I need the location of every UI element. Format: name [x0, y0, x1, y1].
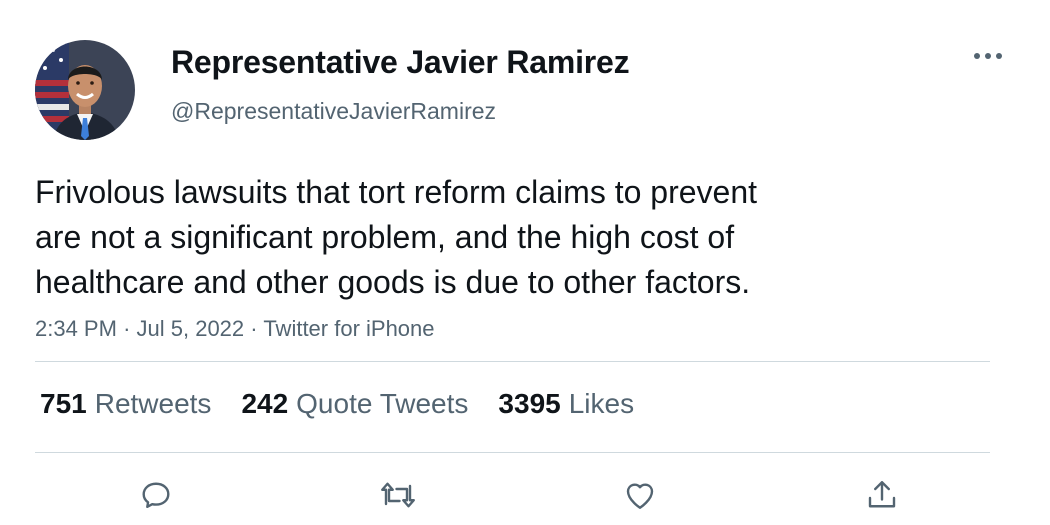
like-button[interactable]: [620, 475, 660, 515]
author-handle[interactable]: @RepresentativeJavierRamirez: [171, 98, 497, 124]
divider: [35, 361, 990, 362]
reply-icon: [142, 482, 170, 509]
retweets-count: 751: [40, 388, 87, 419]
retweets-label: Retweets: [94, 388, 212, 419]
share-button[interactable]: [862, 475, 902, 515]
tweet-text-line: are not a significant problem, and the h…: [35, 219, 735, 255]
tweet-stats: 751 Retweets 242 Quote Tweets 3395 Likes: [40, 388, 634, 420]
profile-photo-icon: [35, 40, 135, 140]
more-horizontal-icon: [974, 53, 1002, 59]
retweets-stat[interactable]: 751 Retweets: [40, 388, 211, 420]
tweet-time[interactable]: 2:34 PM: [35, 316, 117, 341]
divider: [35, 452, 990, 453]
retweet-icon: [381, 482, 415, 508]
avatar[interactable]: [35, 40, 135, 140]
tweet-text: Frivolous lawsuits that tort reform clai…: [35, 170, 895, 305]
likes-stat[interactable]: 3395 Likes: [498, 388, 634, 420]
tweet-meta: 2:34 PM · Jul 5, 2022 · Twitter for iPho…: [35, 316, 435, 342]
quote-tweets-label: Quote Tweets: [296, 388, 469, 419]
tweet-text-line: Frivolous lawsuits that tort reform clai…: [35, 174, 758, 210]
reply-button[interactable]: [136, 475, 176, 515]
meta-separator: ·: [250, 316, 264, 341]
quote-tweets-count: 242: [241, 388, 289, 419]
likes-count: 3395: [498, 388, 561, 419]
more-options-button[interactable]: [970, 42, 1006, 70]
tweet-source[interactable]: Twitter for iPhone: [263, 316, 435, 341]
author-display-name[interactable]: Representative Javier Ramirez: [171, 44, 630, 80]
tweet-text-line: healthcare and other goods is due to oth…: [35, 264, 751, 300]
tweet-date[interactable]: Jul 5, 2022: [136, 316, 245, 341]
share-icon: [868, 481, 896, 508]
likes-label: Likes: [568, 388, 635, 419]
quote-tweets-stat[interactable]: 242 Quote Tweets: [241, 388, 468, 420]
meta-separator: ·: [123, 316, 137, 341]
retweet-button[interactable]: [378, 475, 418, 515]
heart-icon: [626, 483, 654, 509]
